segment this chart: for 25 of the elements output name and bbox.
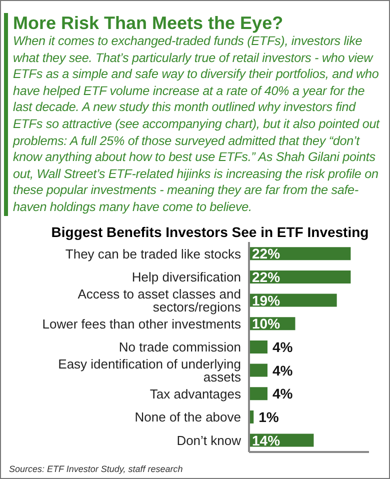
y-tick-label: They can be traded like stocks	[65, 246, 242, 261]
data-label: 4%	[272, 385, 294, 402]
y-tick-label: Access to asset classes and sectors/regions	[78, 286, 242, 314]
text: When it comes to exchanged-traded funds (ETFs), investors like what they see. That’s particularly true of retail investors - who view ETFs as a simple and safe way to diversify their portfolios, and who have helped ETF volume increase at a rate of 40% a year for the last decade. A new study this month outlined why investors find ETFs so attractive (see accompanying chart), but it also pointed out problems: A full 25% of those surveyed admitted that they “don’t know anything about how to best use ETFs.” As Shah Gilani points out, Wall Street’s ETF-related hijinks is increasing the risk profile on these popular investments - meaning they are far from the safe-haven holdings many have come to believe.	[13, 34, 380, 214]
y-tick-label: No trade commission	[118, 339, 241, 354]
data-label: 4%	[272, 362, 294, 378]
y-tick-label: Help diversification	[132, 269, 241, 284]
source-note: Sources: ETF Investor Study, staff research	[9, 464, 184, 474]
data-label: 14%	[252, 432, 281, 448]
data-label: 1%	[258, 408, 280, 424]
text: Biggest Benefits Investors See in ETF Investing	[50, 224, 370, 240]
y-tick-label: None of the above	[134, 409, 241, 424]
data-label: 22%	[252, 245, 281, 262]
y-tick-label: Tax advantages	[150, 386, 242, 401]
y-tick-label: Easy identification of underlying assets	[58, 356, 242, 384]
chart-title: More Risk Than Meets the Eye?	[13, 13, 284, 33]
bar	[249, 363, 268, 376]
data-label: 22%	[252, 268, 281, 284]
data-label: 10%	[252, 315, 281, 332]
y-tick-label: Lower fees than other investments	[42, 316, 242, 331]
bar	[249, 340, 268, 353]
bar	[249, 386, 268, 400]
data-label: 4%	[272, 338, 294, 354]
y-tick-label: Don’t know	[176, 432, 242, 448]
data-label: 19%	[252, 292, 281, 308]
